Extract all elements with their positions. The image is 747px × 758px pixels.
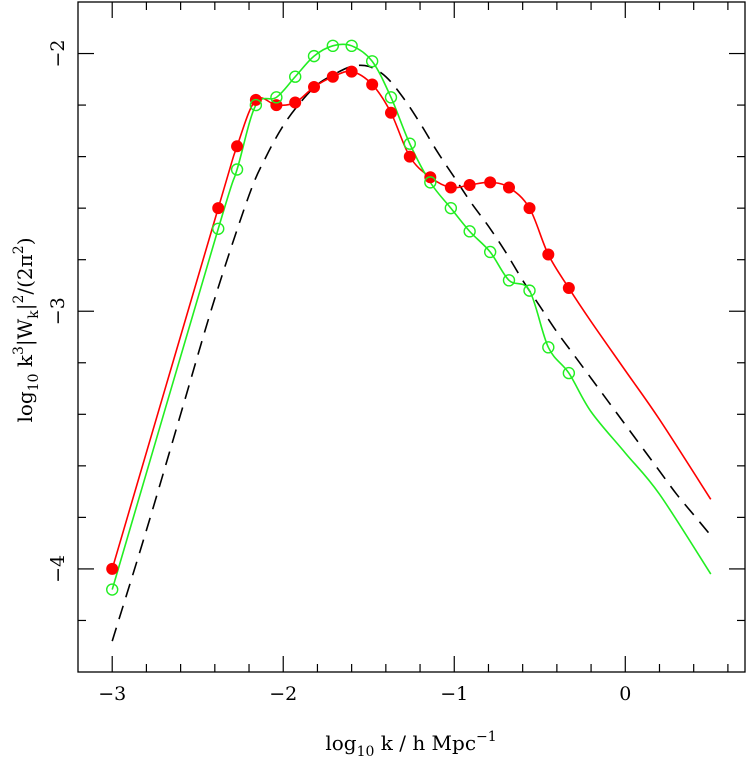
- y-tick-label: −2: [47, 40, 69, 68]
- data-point: [106, 583, 119, 596]
- data-point: [249, 98, 263, 112]
- axis-ticks: [78, 2, 745, 672]
- data-point: [230, 163, 244, 176]
- y-tick-label: −4: [47, 555, 69, 583]
- series-layer: [111, 43, 712, 642]
- data-point: [212, 202, 225, 215]
- data-point: [326, 70, 339, 83]
- y-tick-label: −3: [47, 297, 69, 325]
- data-point: [270, 91, 283, 104]
- data-point: [562, 282, 575, 295]
- data-point: [542, 248, 555, 261]
- data-point: [483, 245, 497, 259]
- data-point: [289, 70, 302, 83]
- data-point: [212, 222, 225, 235]
- data-point: [384, 91, 398, 104]
- data-point: [463, 178, 476, 191]
- data-point: [384, 106, 397, 119]
- x-tick-label: 0: [619, 683, 631, 705]
- tick-labels: −3 −2 −1 0 −4 −3 −2: [47, 40, 631, 705]
- data-point: [307, 49, 321, 63]
- plot-border: [77, 1, 746, 673]
- data-point: [444, 201, 458, 215]
- series-line-3: [111, 43, 712, 590]
- data-point: [231, 140, 244, 153]
- data-point: [502, 181, 515, 194]
- data-point: [444, 181, 457, 194]
- x-tick-label: −2: [269, 683, 297, 705]
- data-point: [345, 65, 358, 78]
- marker-layer: [106, 39, 576, 596]
- data-point: [562, 366, 576, 380]
- data-point: [403, 137, 416, 150]
- x-axis-label: log10 k / h Mpc−1: [325, 729, 496, 758]
- x-tick-label: −1: [440, 683, 468, 705]
- data-point: [289, 96, 302, 109]
- data-point: [308, 81, 321, 94]
- series-line-1: [111, 64, 712, 642]
- data-point: [345, 39, 358, 53]
- data-point: [463, 225, 476, 238]
- data-point: [366, 78, 379, 91]
- data-point: [424, 176, 437, 189]
- y-axis-label: log10 k3|Wk|2/(2π2): [11, 237, 42, 422]
- data-point: [326, 39, 340, 53]
- data-point: [523, 284, 536, 297]
- data-point: [106, 562, 119, 575]
- plot-frame: [77, 1, 746, 673]
- data-point: [523, 202, 536, 215]
- data-point: [542, 341, 555, 354]
- data-point: [365, 55, 379, 68]
- data-point: [403, 150, 416, 163]
- x-tick-label: −3: [98, 683, 126, 705]
- data-point: [484, 176, 497, 189]
- data-point: [502, 274, 516, 287]
